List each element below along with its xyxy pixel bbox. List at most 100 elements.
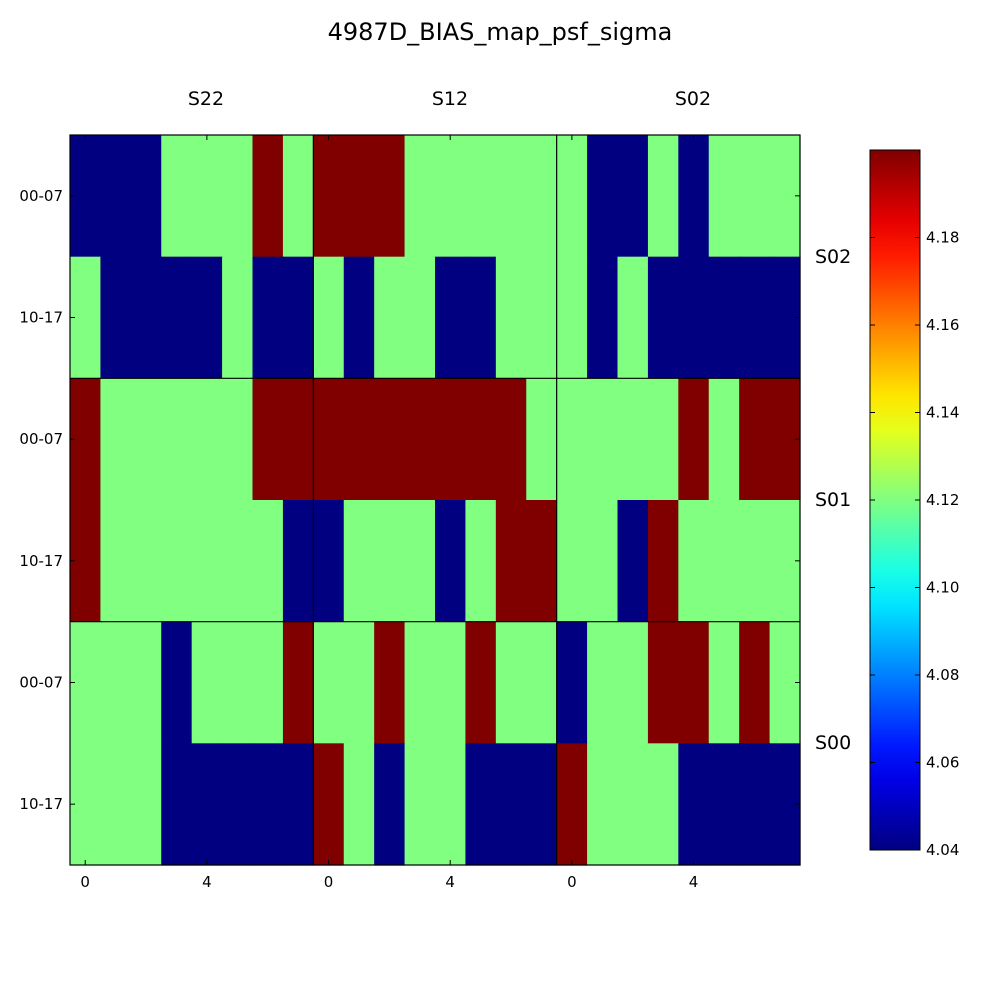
heatmap-cell bbox=[374, 621, 406, 744]
heatmap-cell bbox=[708, 378, 740, 501]
heatmap-cell bbox=[678, 743, 710, 866]
heatmap-cell bbox=[343, 500, 375, 623]
column-label-0: S22 bbox=[188, 88, 224, 110]
x-tick-label: 0 bbox=[324, 873, 334, 891]
heatmap-cell bbox=[191, 256, 223, 379]
heatmap-cell bbox=[435, 500, 467, 623]
heatmap-cell bbox=[70, 743, 102, 866]
heatmap-cell bbox=[343, 378, 375, 501]
heatmap-cell bbox=[739, 135, 771, 258]
x-tick-label: 0 bbox=[567, 873, 577, 891]
heatmap-cell bbox=[556, 256, 588, 379]
heatmap-cell bbox=[526, 256, 558, 379]
heatmap-cell bbox=[526, 378, 558, 501]
heatmap-cell bbox=[708, 135, 740, 258]
heatmap-cell bbox=[708, 500, 740, 623]
colorbar: 4.04 4.06 4.08 4.10 4.12 4.14 4.16 4.18 bbox=[869, 149, 959, 859]
heatmap-cell bbox=[70, 621, 102, 744]
heatmap-cell bbox=[252, 500, 284, 623]
heatmap-cell bbox=[282, 621, 314, 744]
heatmap-cell bbox=[374, 135, 406, 258]
heatmap-cell bbox=[404, 378, 436, 501]
heatmap-cell bbox=[556, 378, 588, 501]
heatmap-cell bbox=[465, 500, 497, 623]
heatmap-cell bbox=[435, 378, 467, 501]
colorbar-gradient bbox=[869, 149, 921, 851]
heatmap-cell bbox=[617, 256, 649, 379]
heatmap-cell bbox=[435, 135, 467, 258]
heatmap-cell bbox=[282, 743, 314, 866]
heatmap-cell bbox=[222, 621, 254, 744]
y-tick-label: 00-07 bbox=[19, 674, 63, 692]
heatmap-cell bbox=[70, 135, 102, 258]
x-tick-label: 4 bbox=[689, 873, 699, 891]
heatmap-cell bbox=[617, 621, 649, 744]
heatmap-cell bbox=[130, 621, 162, 744]
heatmap-cell bbox=[739, 500, 771, 623]
heatmap-cell bbox=[70, 256, 102, 379]
heatmap-cell bbox=[130, 256, 162, 379]
heatmap-cell bbox=[222, 743, 254, 866]
heatmap-cell bbox=[465, 743, 497, 866]
heatmap-cell bbox=[313, 621, 345, 744]
heatmap-cell bbox=[708, 743, 740, 866]
heatmap-cell bbox=[191, 621, 223, 744]
heatmap-cell bbox=[678, 256, 710, 379]
heatmap-cell bbox=[252, 256, 284, 379]
heatmap-cell bbox=[252, 378, 284, 501]
heatmap-cell bbox=[404, 500, 436, 623]
heatmap-cell bbox=[495, 256, 527, 379]
heatmap-cell bbox=[465, 378, 497, 501]
colorbar-tick-label: 4.12 bbox=[926, 491, 959, 509]
heatmap-cell bbox=[70, 500, 102, 623]
heatmap-cell bbox=[647, 135, 679, 258]
heatmap-cell bbox=[495, 621, 527, 744]
heatmap-cell bbox=[222, 135, 254, 258]
heatmap-cell bbox=[678, 621, 710, 744]
colorbar-tick-label: 4.10 bbox=[926, 579, 959, 597]
heatmap-cell bbox=[100, 621, 132, 744]
colorbar-tick-label: 4.06 bbox=[926, 754, 959, 772]
heatmap-cell bbox=[130, 135, 162, 258]
heatmap-cell bbox=[587, 743, 619, 866]
heatmap-cell bbox=[191, 500, 223, 623]
y-tick-label: 00-07 bbox=[19, 430, 63, 448]
heatmap-cell bbox=[587, 500, 619, 623]
heatmap-cell bbox=[313, 500, 345, 623]
heatmap-cell bbox=[526, 621, 558, 744]
heatmap-cell bbox=[100, 500, 132, 623]
heatmap-cell bbox=[343, 135, 375, 258]
heatmap-cell bbox=[678, 378, 710, 501]
heatmap-cell bbox=[161, 743, 193, 866]
heatmap-cell bbox=[587, 135, 619, 258]
heatmap-cell bbox=[282, 500, 314, 623]
x-tick-label: 0 bbox=[80, 873, 90, 891]
heatmap-cell bbox=[161, 135, 193, 258]
y-tick-label: 10-17 bbox=[19, 795, 63, 813]
heatmap-cell bbox=[252, 621, 284, 744]
heatmap-cell bbox=[435, 743, 467, 866]
heatmap-cell bbox=[100, 378, 132, 501]
heatmap-cell bbox=[282, 378, 314, 501]
heatmap-cell bbox=[647, 378, 679, 501]
heatmap-cell bbox=[222, 378, 254, 501]
heatmap-cell bbox=[556, 500, 588, 623]
heatmap-cell bbox=[191, 743, 223, 866]
heatmap-cell bbox=[404, 135, 436, 258]
heatmap-cell bbox=[495, 500, 527, 623]
x-tick-label: 4 bbox=[202, 873, 212, 891]
heatmap-cell bbox=[526, 135, 558, 258]
heatmap-cell bbox=[678, 135, 710, 258]
heatmap-cell bbox=[465, 135, 497, 258]
heatmap-cell bbox=[161, 256, 193, 379]
row-label-0: S02 bbox=[815, 246, 851, 268]
heatmap-cell bbox=[161, 500, 193, 623]
chart-title: 4987D_BIAS_map_psf_sigma bbox=[328, 18, 673, 46]
heatmap-cell bbox=[465, 256, 497, 379]
heatmap-cell bbox=[100, 256, 132, 379]
heatmap-cell bbox=[130, 743, 162, 866]
plot-frame bbox=[69, 134, 801, 866]
column-label-1: S12 bbox=[432, 88, 468, 110]
heatmap-cell bbox=[222, 500, 254, 623]
